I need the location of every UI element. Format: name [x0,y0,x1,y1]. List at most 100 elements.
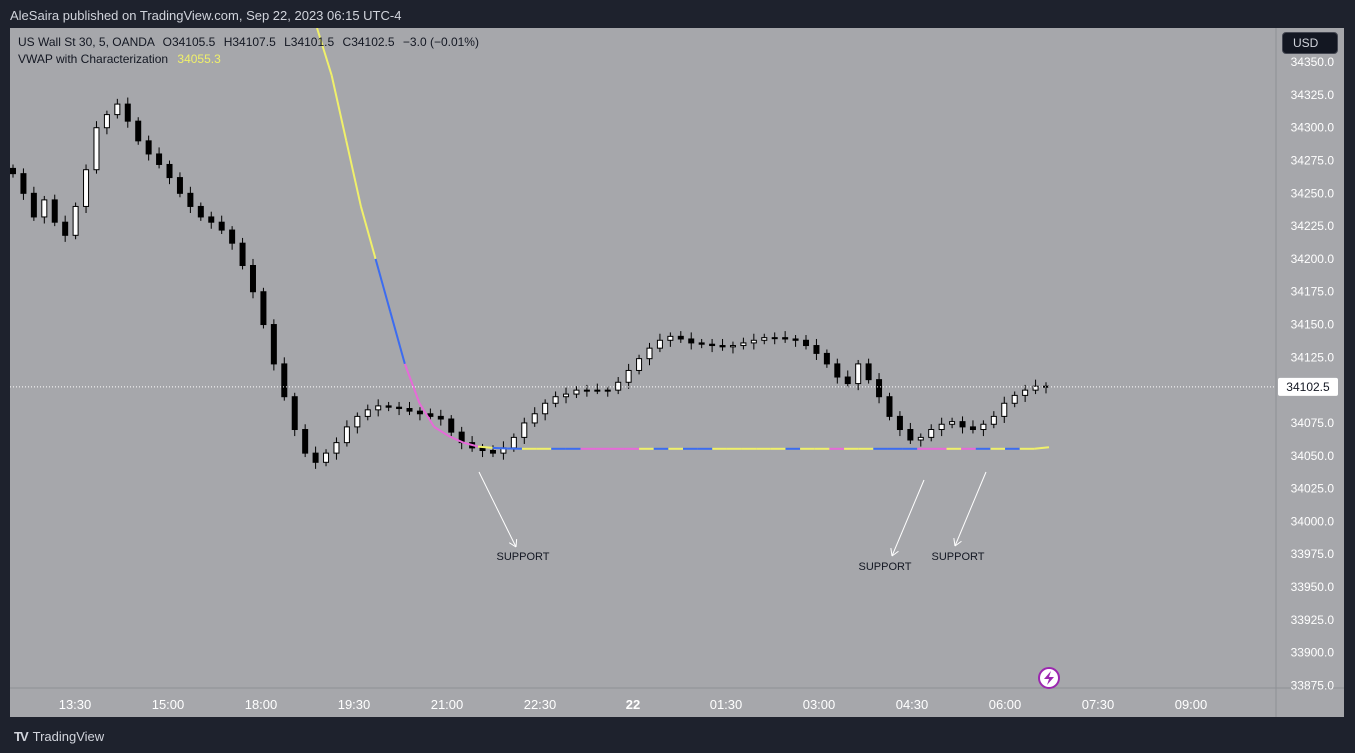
chart-frame[interactable]: 34350.0 34325.0 34300.0 34275.0 34250.0 34225… [10,28,1344,717]
candle-body [354,415,361,428]
candle-body [876,379,883,398]
candle-body [688,338,695,344]
candle-body [114,103,121,116]
candle [656,333,663,353]
candle-body [771,337,778,340]
symbol-name[interactable]: US Wall St 30, 5, OANDA [18,35,155,49]
candle [792,335,799,347]
candle [907,422,914,444]
time-tick-label: 07:30 [1082,697,1115,712]
candle-body [302,429,309,454]
price-tick-label: 33875.0 [1291,678,1335,692]
candle-body [448,418,455,433]
candle-body [20,173,27,194]
candle-body [521,422,528,438]
candle [166,160,173,185]
candle [938,417,945,437]
candle-body [1001,402,1008,417]
time-axis[interactable]: 13:30 15:00 18:00 19:30 21:00 22:30 22 01:30 03:… [59,697,1208,712]
candle-body [437,415,444,420]
price-chart[interactable]: 34350.0 34325.0 34300.0 34275.0 34250.0 34225… [10,28,1344,717]
price-tick-label: 34025.0 [1291,482,1335,496]
candle-body [249,264,256,293]
candle [990,411,997,429]
candle [249,258,256,299]
candle [803,335,810,350]
close-value: 34102.5 [351,35,395,49]
candle-body [103,114,110,129]
candle-body [72,205,79,236]
candle [218,215,225,235]
published-text: AleSaira published on TradingView.com, S… [10,8,402,23]
candle [333,437,340,460]
tradingview-logo-icon: TV [14,729,29,744]
candle [729,341,736,354]
candle [949,417,956,429]
candle [980,420,987,437]
arrow-shaft [478,471,517,548]
footer-bar: TV TradingView [0,717,1355,753]
candle-body [312,452,319,463]
candle-body [510,436,517,449]
candle-body [615,381,622,391]
candle-body [187,192,194,207]
candle-body [865,363,872,381]
lightning-icon[interactable] [1038,667,1060,689]
candle [364,404,371,421]
candle-body [750,339,757,344]
candle-body [667,335,674,341]
candle [531,407,538,427]
candle [542,399,549,421]
high-label: H [223,35,233,49]
support-annotations: SUPPORT SUPPORT SUPPORT [478,471,987,573]
candle [896,411,903,437]
last-price-group: 34102.5 [10,377,1338,396]
close-label: C [342,35,352,49]
candle-body [41,199,48,218]
vwap-segment [477,445,493,449]
candle [354,412,361,434]
candle-body [542,402,549,415]
price-tick-label: 34125.0 [1291,350,1335,364]
candle [291,392,298,437]
last-price-tag [1278,377,1338,396]
candle-body [197,205,204,218]
candle-body [176,177,183,194]
candle-body [761,337,768,341]
price-tick-label: 33975.0 [1291,547,1335,561]
time-tick-label: 18:00 [245,697,278,712]
candle-body [385,405,392,408]
vwap-segment [433,426,450,437]
support-arrow: SUPPORT [478,471,550,563]
candle [312,446,319,469]
candle-body [218,221,225,231]
candle-body [333,442,340,454]
candle-body [823,352,830,365]
price-axis[interactable]: 34350.0 34325.0 34300.0 34275.0 34250.0 34225… [10,28,1344,717]
tradingview-brand[interactable]: TV TradingView [14,729,104,744]
brand-name: TradingView [32,729,105,744]
currency-button[interactable]: USD [1282,32,1338,54]
indicator-legend[interactable]: VWAP with Characterization 34055.3 [18,52,221,66]
candle [563,387,570,404]
candle [552,391,559,408]
candle-body [896,415,903,431]
candle [1011,391,1018,408]
candle [688,332,695,350]
candle-body [1022,389,1029,396]
candle-body [281,363,288,398]
arrow-shaft [954,471,987,547]
arrow-shaft [891,479,925,557]
time-tick-label: 09:00 [1175,697,1208,712]
candle [1032,379,1039,395]
time-tick-label: 04:30 [896,697,929,712]
candle [187,186,194,214]
candle [709,338,716,353]
vwap-segment [403,363,421,404]
candle-body [416,410,423,415]
candle-body [396,406,403,410]
candle-body [343,426,350,444]
vwap-segment [1034,446,1050,450]
candle [448,415,455,437]
candle-body [563,393,570,398]
